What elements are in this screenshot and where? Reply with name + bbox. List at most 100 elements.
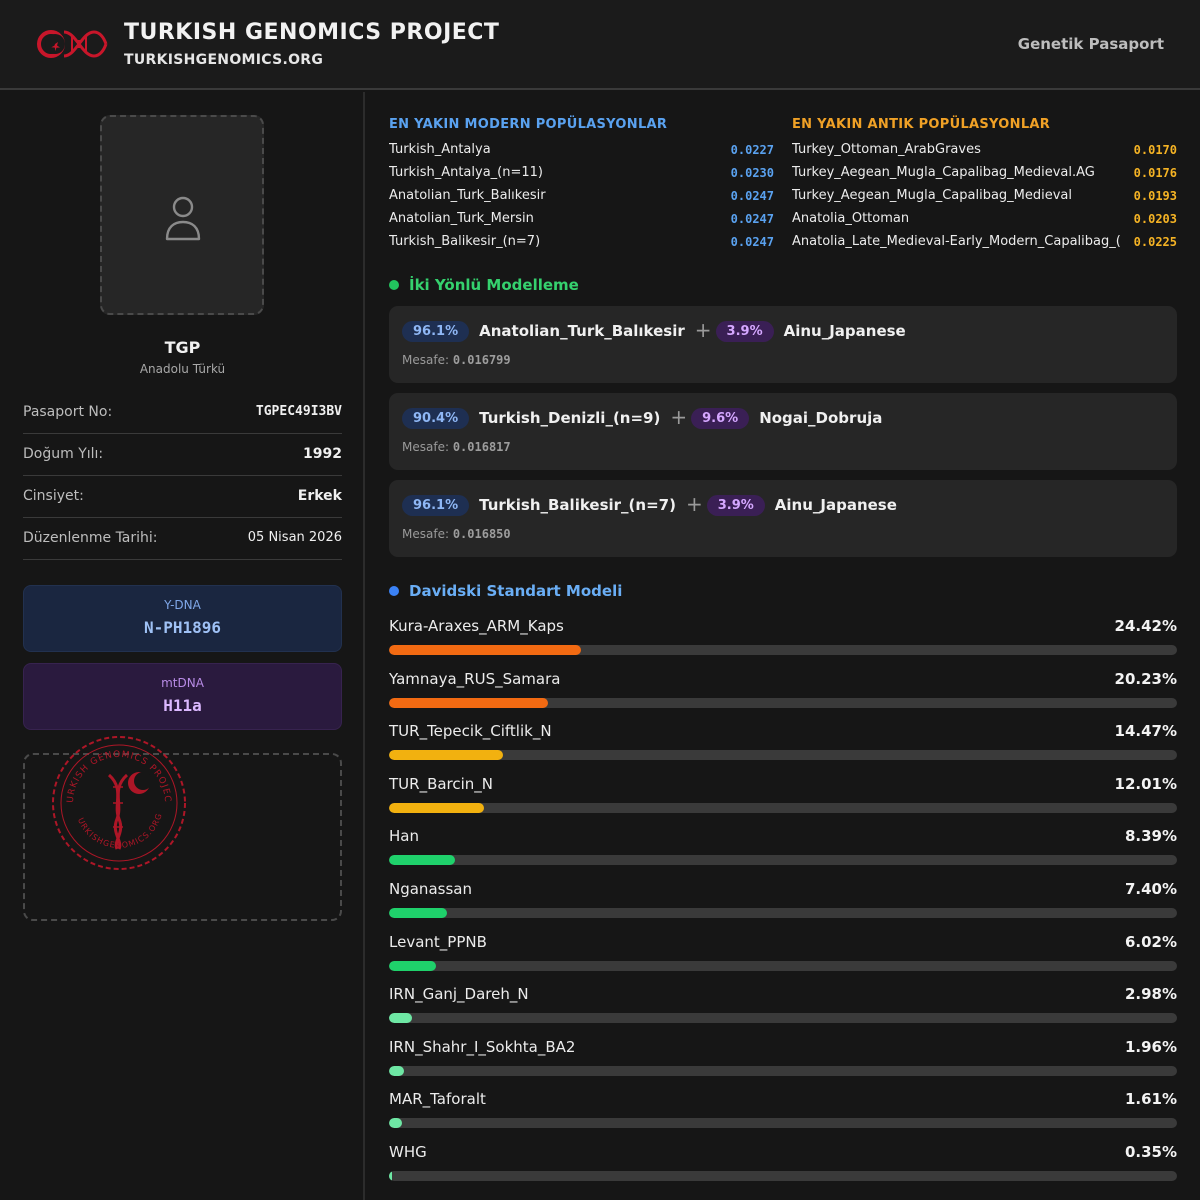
component-percent: 12.01% bbox=[1114, 774, 1177, 793]
info-label: Doğum Yılı: bbox=[23, 446, 104, 462]
population-distance: 0.0170 bbox=[1133, 143, 1177, 157]
progress-fill bbox=[389, 908, 448, 918]
brand-url[interactable]: TURKISHGENOMICS.ORG bbox=[124, 52, 324, 68]
progress-track bbox=[389, 908, 1177, 918]
population-name: Anatolian_Turk_Balıkesir bbox=[389, 188, 546, 203]
plus-icon: + bbox=[685, 492, 703, 516]
component-name: Levant_PPNB bbox=[389, 932, 487, 951]
component-name: WHG bbox=[389, 1143, 427, 1161]
ancestry-component: Yamnaya_RUS_Samara 20.23% bbox=[389, 670, 1177, 722]
component-percent: 7.40% bbox=[1124, 880, 1177, 898]
ancient-population-row: Anatolia_Late_Medieval-Early_Modern_Capa… bbox=[792, 234, 1177, 256]
primary-percent-badge: 90.4% bbox=[402, 407, 470, 429]
issue-date-row: Düzenlenme Tarihi: 05 Nisan 2026 bbox=[23, 518, 342, 560]
population-distance: 0.0247 bbox=[730, 235, 774, 249]
population-distance: 0.0230 bbox=[730, 166, 774, 180]
component-percent: 1.96% bbox=[1124, 1037, 1177, 1056]
progress-track bbox=[389, 960, 1177, 971]
progress-track bbox=[389, 697, 1177, 708]
progress-fill bbox=[389, 750, 504, 761]
davidski-model-title-text: Davidski Standart Modeli bbox=[409, 582, 623, 600]
ancestry-component: IRN_Ganj_Dareh_N 2.98% bbox=[389, 985, 1177, 1037]
primary-percent-badge: 96.1% bbox=[402, 320, 470, 342]
modern-population-row: Anatolian_Turk_Balıkesir 0.0247 bbox=[389, 188, 774, 210]
population-distance: 0.0247 bbox=[730, 189, 774, 203]
app-header: TURKISH GENOMICS PROJECT TURKISHGENOMICS… bbox=[0, 0, 1200, 90]
component-percent: 6.02% bbox=[1124, 932, 1177, 951]
progress-track bbox=[389, 750, 1177, 761]
ydna-haplogroup-box: Y-DNA N-PH1896 bbox=[23, 585, 342, 652]
ydna-value: N-PH1896 bbox=[143, 618, 222, 637]
ancestry-component: IRN_Shahr_I_Sokhta_BA2 1.96% bbox=[389, 1038, 1177, 1090]
progress-track bbox=[389, 645, 1177, 655]
two-way-model-card[interactable]: 96.1% Turkish_Balikesir_(n=7) +3.9% Ainu_Ja… bbox=[389, 480, 1177, 557]
component-name: TUR_Tepecik_Ciftlik_N bbox=[389, 722, 552, 741]
population-name: Anatolia_Ottoman bbox=[792, 211, 910, 226]
info-label: Düzenlenme Tarihi: bbox=[23, 530, 158, 546]
birth-year-value: 1992 bbox=[303, 446, 342, 462]
person-ethnicity: Anadolu Türkü bbox=[139, 362, 226, 376]
ancient-populations-title: EN YAKIN ANTIK POPÜLASYONLAR bbox=[792, 117, 1051, 132]
ancestry-component: TUR_Tepecik_Ciftlik_N 14.47% bbox=[389, 722, 1177, 774]
component-percent: 2.98% bbox=[1124, 985, 1177, 1004]
profile-photo-placeholder[interactable] bbox=[100, 115, 264, 315]
primary-population: Anatolian_Turk_Balıkesir bbox=[479, 322, 685, 340]
profile-sidebar: TGP Anadolu Türkü Pasaport No: TGPEC49I3… bbox=[0, 92, 365, 1200]
population-distance: 0.0203 bbox=[1133, 212, 1177, 226]
genetic-passport-link[interactable]: Genetik Pasaport bbox=[1017, 35, 1164, 53]
birth-year-row: Doğum Yılı: 1992 bbox=[23, 434, 342, 476]
progress-track bbox=[389, 1118, 1177, 1129]
component-percent: 20.23% bbox=[1114, 669, 1177, 688]
progress-track bbox=[389, 1013, 1177, 1024]
population-name: Turkey_Ottoman_ArabGraves bbox=[792, 142, 981, 157]
model-components: 96.1% Turkish_Balikesir_(n=7) +3.9% Ainu_Ja… bbox=[402, 492, 907, 517]
results-panel: EN YAKIN MODERN POPÜLASYONLAR Turkish_An… bbox=[367, 92, 1200, 1200]
ancient-population-row: Anatolia_Ottoman 0.0203 bbox=[792, 211, 1177, 233]
component-name: Yamnaya_RUS_Samara bbox=[389, 669, 561, 688]
progress-fill bbox=[389, 1065, 405, 1076]
two-way-modeling-title: İki Yönlü Modelleme bbox=[389, 276, 579, 294]
two-way-model-card[interactable]: 96.1% Anatolian_Turk_Balıkesir +3.9% Ainu_J… bbox=[389, 306, 1177, 383]
model-distance: Mesafe: 0.016850 bbox=[402, 527, 511, 541]
secondary-population: Nogai_Dobruja bbox=[759, 409, 883, 427]
mtdna-label: mtDNA bbox=[161, 676, 204, 690]
info-label: Cinsiyet: bbox=[23, 488, 84, 504]
green-dot-icon bbox=[389, 279, 399, 290]
distance-value: 0.016850 bbox=[452, 527, 511, 541]
ancestry-component: MAR_Taforalt 1.61% bbox=[389, 1090, 1177, 1142]
ancestry-component: Nganassan 7.40% bbox=[389, 880, 1177, 932]
population-name: Turkey_Aegean_Mugla_Capalibag_Medieval.A… bbox=[792, 165, 1095, 180]
ancient-population-row: Turkey_Aegean_Mugla_Capalibag_Medieval.A… bbox=[792, 165, 1177, 187]
component-name: IRN_Ganj_Dareh_N bbox=[389, 985, 529, 1004]
population-distance: 0.0247 bbox=[730, 212, 774, 226]
population-distance: 0.0225 bbox=[1133, 235, 1177, 249]
distance-value: 0.016817 bbox=[452, 440, 511, 454]
secondary-population: Ainu_Japanese bbox=[774, 496, 897, 514]
distance-label: Mesafe: bbox=[402, 440, 449, 454]
info-label: Pasaport No: bbox=[23, 404, 113, 420]
stamp-area: TURKISH GENOMICS PROJECT TURKISHGENOMICS… bbox=[23, 731, 342, 921]
progress-track bbox=[389, 1171, 1177, 1181]
component-percent: 14.47% bbox=[1114, 722, 1177, 741]
blue-dot-icon bbox=[389, 585, 399, 596]
plus-icon: + bbox=[670, 405, 688, 429]
ydna-label: Y-DNA bbox=[164, 598, 201, 612]
gender-row: Cinsiyet: Erkek bbox=[23, 476, 342, 518]
modern-population-row: Anatolian_Turk_Mersin 0.0247 bbox=[389, 211, 774, 233]
issue-date-value: 05 Nisan 2026 bbox=[247, 530, 342, 545]
primary-percent-badge: 96.1% bbox=[402, 494, 470, 516]
gender-value: Erkek bbox=[297, 488, 342, 504]
progress-fill bbox=[389, 1118, 402, 1129]
progress-track bbox=[389, 855, 1177, 866]
ancient-population-row: Turkey_Aegean_Mugla_Capalibag_Medieval 0.… bbox=[792, 188, 1177, 210]
primary-population: Turkish_Balikesir_(n=7) bbox=[479, 496, 676, 514]
progress-fill bbox=[389, 960, 437, 971]
component-percent: 24.42% bbox=[1114, 617, 1177, 635]
population-name: Anatolian_Turk_Mersin bbox=[389, 211, 534, 226]
population-distance: 0.0176 bbox=[1133, 166, 1177, 180]
two-way-modeling-title-text: İki Yönlü Modelleme bbox=[409, 276, 579, 294]
two-way-model-card[interactable]: 90.4% Turkish_Denizli_(n=9) +9.6% Nogai_Dob… bbox=[389, 393, 1177, 470]
progress-fill bbox=[389, 645, 582, 655]
brand-title: TURKISH GENOMICS PROJECT bbox=[124, 20, 500, 45]
passport-number-row: Pasaport No: TGPEC49I3BV bbox=[23, 392, 342, 434]
